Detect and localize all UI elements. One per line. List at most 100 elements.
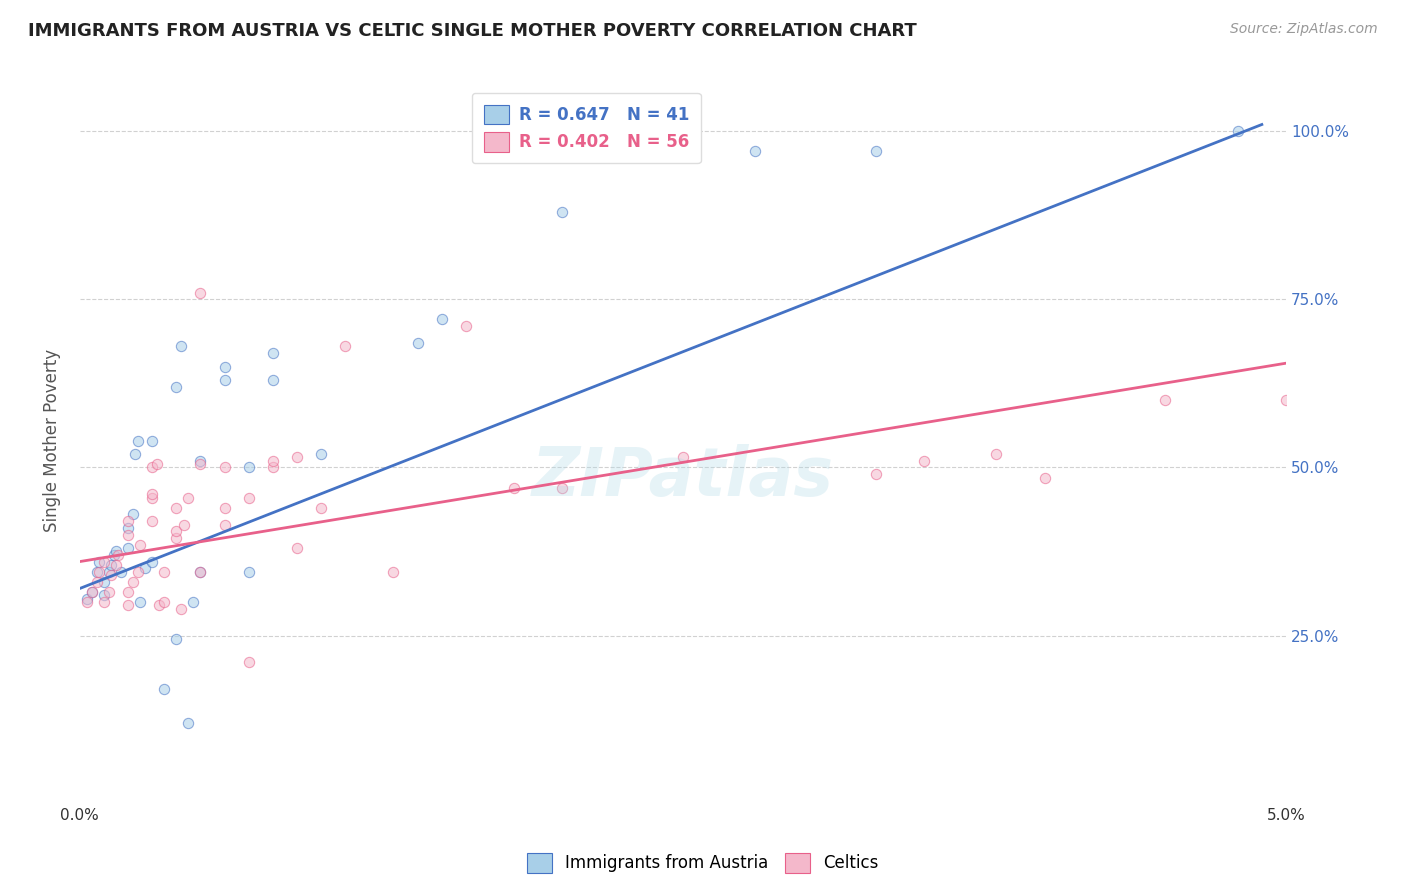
Point (285, 450, 308, 465)
Point (103, 548, 125, 562)
Point (153, 595, 176, 609)
Point (503, 481, 526, 495)
Point (127, 565, 149, 579)
Point (1154, 393, 1177, 408)
Point (406, 336, 429, 351)
Point (214, 517, 236, 532)
Point (170, 601, 193, 615)
Point (86, 574, 108, 589)
Y-axis label: Single Mother Poverty: Single Mother Poverty (44, 349, 60, 533)
Point (89, 565, 111, 579)
Text: IMMIGRANTS FROM AUSTRIA VS CELTIC SINGLE MOTHER POVERTY CORRELATION CHART: IMMIGRANTS FROM AUSTRIA VS CELTIC SINGLE… (28, 22, 917, 40)
Point (129, 595, 152, 609)
Point (238, 656, 260, 670)
Point (170, 339, 193, 353)
Point (141, 555, 163, 569)
Point (454, 319, 477, 334)
Point (285, 541, 308, 555)
Point (190, 453, 212, 467)
Point (165, 531, 187, 545)
Point (912, 453, 935, 467)
Point (93, 595, 115, 609)
Point (148, 599, 170, 613)
Point (165, 500, 187, 515)
Point (76, 595, 98, 609)
Point (117, 599, 139, 613)
Point (309, 500, 332, 515)
Point (86, 565, 108, 579)
Point (214, 460, 236, 475)
Point (134, 561, 156, 575)
Point (190, 285, 212, 300)
Point (190, 565, 212, 579)
Legend: R = 0.647   N = 41, R = 0.402   N = 56: R = 0.647 N = 41, R = 0.402 N = 56 (472, 93, 700, 163)
Point (1226, 124, 1249, 138)
Point (181, 595, 204, 609)
Point (141, 460, 163, 475)
Point (551, 481, 574, 495)
Point (865, 145, 887, 159)
Point (122, 508, 145, 522)
Point (672, 450, 695, 465)
Point (153, 565, 176, 579)
Point (117, 541, 139, 555)
Point (124, 447, 146, 461)
Point (238, 565, 260, 579)
Point (1275, 393, 1298, 408)
Point (551, 205, 574, 219)
Point (117, 521, 139, 535)
Point (100, 558, 122, 572)
Point (117, 527, 139, 541)
Point (335, 339, 357, 353)
Point (80, 584, 103, 599)
Point (173, 517, 195, 532)
Point (93, 574, 115, 589)
Text: Source: ZipAtlas.com: Source: ZipAtlas.com (1230, 22, 1378, 37)
Point (262, 373, 284, 387)
Point (190, 457, 212, 471)
Point (89, 555, 111, 569)
Point (986, 447, 1008, 461)
Point (865, 467, 887, 482)
Point (190, 565, 212, 579)
Point (238, 460, 260, 475)
Point (105, 544, 128, 558)
Point (214, 500, 236, 515)
Point (1033, 470, 1056, 484)
Point (127, 434, 149, 448)
Point (382, 565, 405, 579)
Point (430, 312, 453, 326)
Point (214, 359, 236, 374)
Point (97, 584, 120, 599)
Text: ZIPatlas: ZIPatlas (531, 444, 834, 510)
Point (80, 584, 103, 599)
Point (141, 491, 163, 505)
Point (129, 538, 152, 552)
Point (117, 514, 139, 528)
Point (141, 514, 163, 528)
Point (100, 568, 122, 582)
Point (177, 715, 200, 730)
Legend: Immigrants from Austria, Celtics: Immigrants from Austria, Celtics (520, 847, 886, 880)
Point (93, 555, 115, 569)
Point (105, 558, 128, 572)
Point (107, 548, 129, 562)
Point (97, 565, 120, 579)
Point (238, 491, 260, 505)
Point (141, 434, 163, 448)
Point (165, 632, 187, 646)
Point (262, 346, 284, 360)
Point (122, 574, 145, 589)
Point (177, 491, 200, 505)
Point (93, 588, 115, 602)
Point (141, 487, 163, 501)
Point (146, 457, 169, 471)
Point (76, 591, 98, 606)
Point (165, 524, 187, 539)
Point (262, 453, 284, 467)
Point (165, 380, 187, 394)
Point (744, 145, 766, 159)
Point (309, 447, 332, 461)
Point (153, 682, 176, 697)
Point (214, 373, 236, 387)
